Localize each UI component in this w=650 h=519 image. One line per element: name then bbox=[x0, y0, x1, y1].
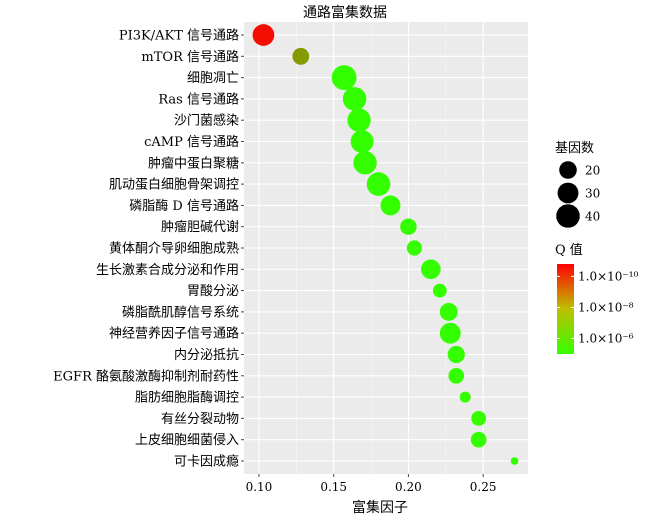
size-legend-label: 40 bbox=[585, 210, 600, 224]
y-tick-label: Ras 信号通路 bbox=[158, 91, 239, 107]
color-legend-label: 1.0×10⁻⁶ bbox=[578, 331, 634, 345]
chart-title: 通路富集数据 bbox=[303, 4, 387, 21]
y-tick-label: 黄体酮介导卵细胞成熟 bbox=[109, 241, 239, 257]
y-tick-label: cAMP 信号通路 bbox=[144, 134, 239, 150]
y-tick-label: mTOR 信号通路 bbox=[141, 49, 239, 65]
size-legend-title: 基因数 bbox=[555, 141, 594, 156]
data-point bbox=[366, 172, 391, 196]
y-tick-label: 磷脂酶 D 信号通路 bbox=[129, 198, 239, 214]
y-tick-label: 细胞凋亡 bbox=[187, 71, 239, 86]
color-legend-labels: 1.0×10⁻¹⁰ 1.0×10⁻⁸ 1.0×10⁻⁶ bbox=[557, 269, 639, 345]
size-legend-label: 20 bbox=[585, 164, 600, 178]
size-legend-dot bbox=[556, 204, 580, 228]
data-point bbox=[400, 218, 417, 235]
size-legend-label: 30 bbox=[585, 187, 600, 201]
data-point bbox=[432, 283, 447, 298]
data-point bbox=[350, 130, 374, 153]
y-tick-label: 沙门菌感染 bbox=[174, 113, 239, 129]
y-tick-label: 神经营养因子信号通路 bbox=[109, 326, 239, 342]
y-tick-label: 脂肪细胞脂酶调控 bbox=[135, 390, 239, 406]
y-tick-label: 有丝分裂动物 bbox=[161, 412, 239, 427]
y-tick-label: 肿瘤中蛋白聚糖 bbox=[148, 155, 239, 171]
x-tick-label: 0.15 bbox=[320, 480, 347, 494]
color-legend-title: Q 值 bbox=[555, 242, 583, 258]
data-point bbox=[347, 108, 371, 132]
data-point bbox=[459, 391, 471, 403]
data-point bbox=[252, 24, 275, 46]
data-point bbox=[342, 87, 367, 111]
data-points bbox=[252, 24, 519, 465]
data-point bbox=[439, 322, 461, 344]
data-point bbox=[470, 431, 487, 448]
data-point bbox=[421, 259, 441, 280]
y-tick-label: 肿瘤胆碱代谢 bbox=[161, 219, 239, 235]
color-legend-label: 1.0×10⁻¹⁰ bbox=[578, 269, 639, 283]
x-axis-ticks: 0.10 0.15 0.20 0.25 bbox=[246, 474, 497, 494]
data-point bbox=[406, 240, 422, 256]
y-tick-label: 胃酸分泌 bbox=[187, 284, 239, 299]
x-tick-label: 0.10 bbox=[246, 480, 273, 494]
size-legend-dot bbox=[559, 161, 577, 179]
color-legend-bar bbox=[557, 264, 574, 354]
x-tick-label: 0.20 bbox=[395, 480, 422, 494]
data-point bbox=[292, 47, 310, 65]
size-legend: 20 30 40 bbox=[556, 161, 600, 228]
y-tick-label: 内分泌抵抗 bbox=[174, 347, 239, 363]
color-legend-label: 1.0×10⁻⁸ bbox=[578, 300, 634, 314]
y-tick-label: EGFR 酪氨酸激酶抑制剂耐药性 bbox=[53, 368, 239, 384]
y-tick-label: 可卡因成瘾 bbox=[174, 454, 239, 470]
y-tick-label: 磷脂酰肌醇信号系统 bbox=[122, 304, 239, 320]
data-point bbox=[447, 345, 465, 364]
size-legend-dot bbox=[557, 182, 579, 204]
x-axis-title: 富集因子 bbox=[352, 499, 408, 516]
x-tick-label: 0.25 bbox=[470, 480, 497, 494]
data-point bbox=[471, 411, 487, 426]
data-point bbox=[510, 457, 519, 465]
data-point bbox=[353, 151, 377, 175]
y-tick-label: 生长激素合成分泌和作用 bbox=[96, 263, 239, 278]
y-tick-label: PI3K/AKT 信号通路 bbox=[119, 28, 239, 44]
y-tick-label: 肌动蛋白细胞骨架调控 bbox=[109, 177, 239, 193]
data-point bbox=[331, 65, 357, 91]
data-point bbox=[439, 302, 458, 321]
y-tick-label: 上皮细胞细菌侵入 bbox=[135, 432, 239, 448]
data-point bbox=[380, 195, 401, 216]
data-point bbox=[448, 367, 465, 384]
